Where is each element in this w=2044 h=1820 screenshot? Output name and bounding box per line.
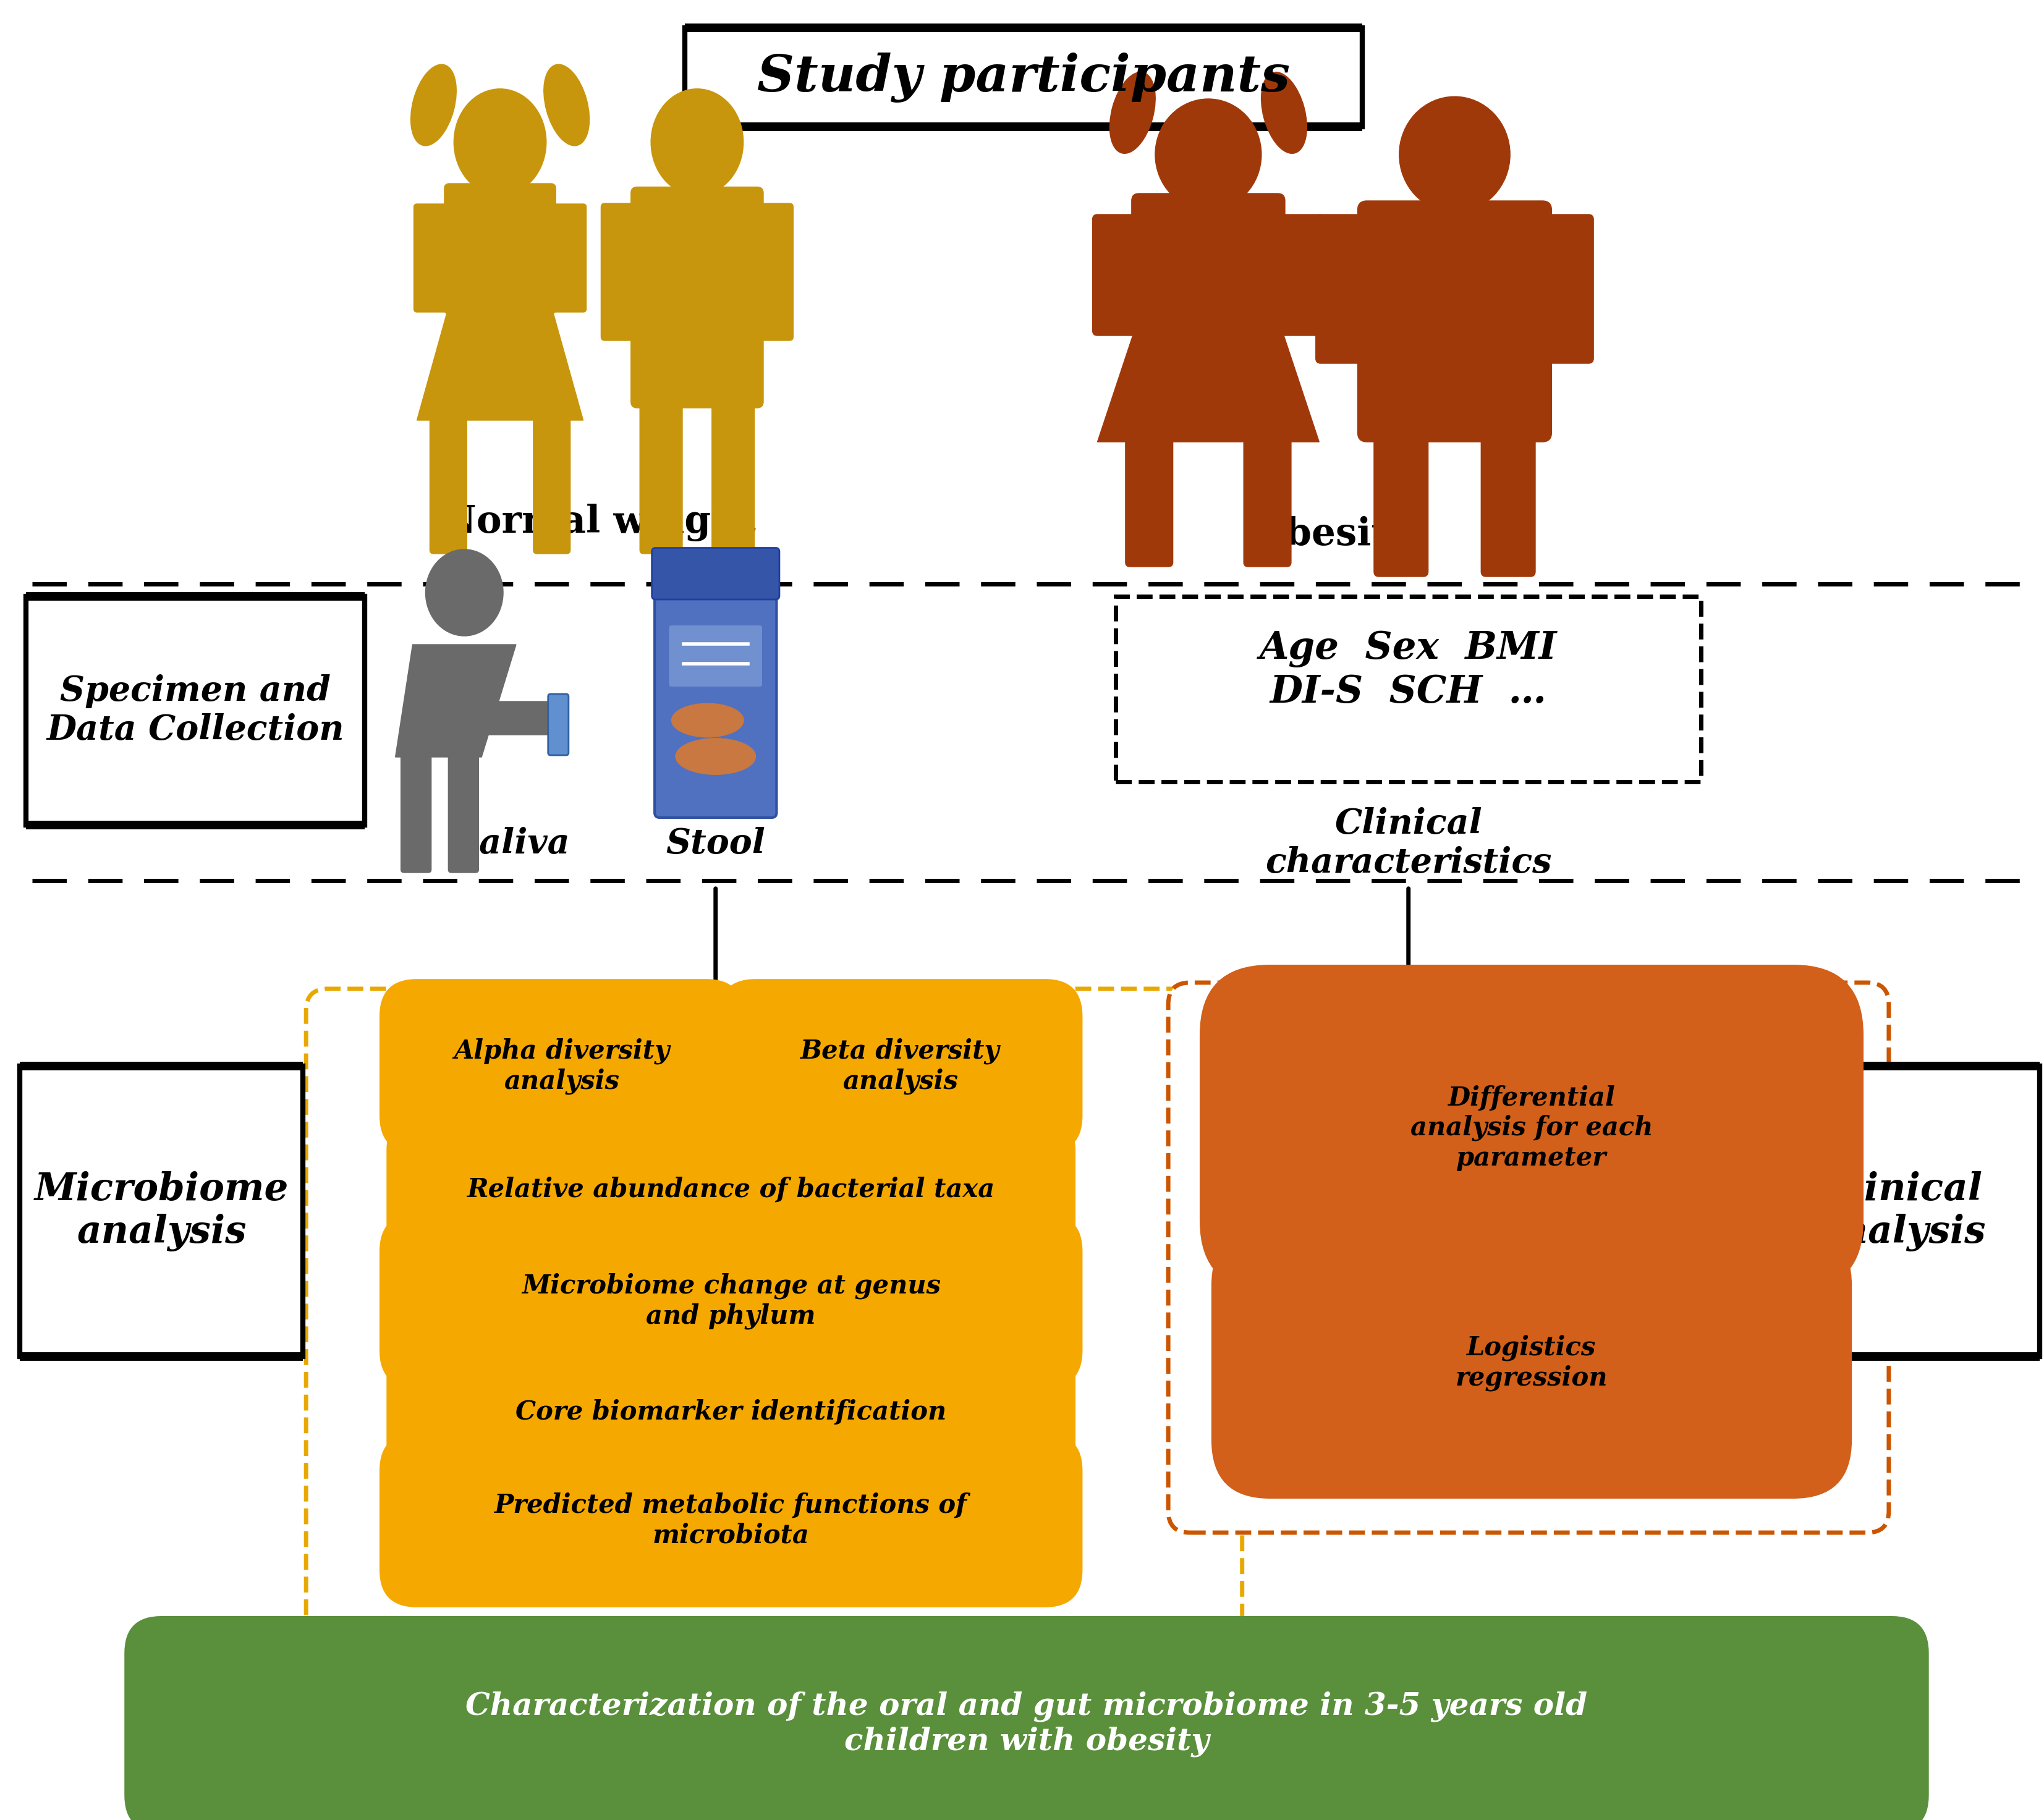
Ellipse shape (411, 64, 456, 146)
FancyBboxPatch shape (668, 626, 762, 686)
FancyBboxPatch shape (444, 184, 556, 313)
Text: Study participants: Study participants (756, 53, 1290, 102)
Ellipse shape (544, 64, 589, 146)
Polygon shape (394, 644, 515, 757)
Polygon shape (1098, 317, 1318, 442)
Text: Saliva: Saliva (454, 826, 570, 861)
Text: Microbiome change at genus
and phylum: Microbiome change at genus and phylum (521, 1272, 940, 1329)
FancyBboxPatch shape (1243, 437, 1292, 566)
Polygon shape (417, 304, 583, 420)
Ellipse shape (425, 550, 503, 635)
Text: Clinical
analysis: Clinical analysis (1817, 1170, 1987, 1252)
Ellipse shape (650, 89, 744, 195)
FancyBboxPatch shape (20, 1067, 303, 1356)
FancyBboxPatch shape (1273, 215, 1325, 335)
FancyBboxPatch shape (548, 693, 568, 755)
FancyBboxPatch shape (1429, 167, 1480, 217)
FancyBboxPatch shape (307, 988, 1243, 1669)
FancyBboxPatch shape (125, 1616, 1930, 1820)
Text: Age  Sex  BMI
DI-S  SCH  …: Age Sex BMI DI-S SCH … (1259, 630, 1558, 710)
FancyBboxPatch shape (533, 417, 570, 553)
FancyBboxPatch shape (1169, 983, 1889, 1532)
FancyBboxPatch shape (652, 548, 779, 599)
FancyBboxPatch shape (711, 399, 754, 553)
Ellipse shape (677, 739, 756, 775)
FancyBboxPatch shape (1091, 215, 1145, 335)
Text: Alpha diversity
analysis: Alpha diversity analysis (454, 1037, 670, 1094)
Text: Specimen and
Data Collection: Specimen and Data Collection (47, 673, 343, 748)
Text: Differential
analysis for each
parameter: Differential analysis for each parameter (1410, 1085, 1654, 1170)
FancyBboxPatch shape (1316, 215, 1372, 364)
FancyBboxPatch shape (448, 753, 478, 872)
Ellipse shape (1261, 73, 1306, 153)
FancyBboxPatch shape (1212, 1227, 1852, 1498)
FancyBboxPatch shape (452, 701, 562, 735)
FancyBboxPatch shape (754, 204, 793, 340)
FancyBboxPatch shape (429, 417, 466, 553)
FancyBboxPatch shape (1188, 167, 1230, 211)
Ellipse shape (1110, 73, 1155, 153)
FancyBboxPatch shape (717, 979, 1083, 1154)
FancyBboxPatch shape (550, 204, 587, 311)
FancyBboxPatch shape (1200, 965, 1864, 1290)
Text: Clinical
characteristics: Clinical characteristics (1265, 806, 1551, 881)
FancyBboxPatch shape (482, 155, 517, 198)
FancyBboxPatch shape (413, 204, 450, 311)
FancyBboxPatch shape (685, 27, 1361, 127)
FancyBboxPatch shape (654, 566, 777, 817)
Ellipse shape (1400, 96, 1511, 213)
FancyBboxPatch shape (632, 187, 762, 408)
Text: Logistics
regression: Logistics regression (1455, 1334, 1609, 1390)
FancyBboxPatch shape (601, 204, 640, 340)
Text: Relative abundance of bacterial taxa: Relative abundance of bacterial taxa (466, 1178, 995, 1203)
FancyBboxPatch shape (380, 979, 744, 1154)
Ellipse shape (672, 703, 744, 737)
Text: Core biomarker identification: Core biomarker identification (515, 1400, 946, 1425)
FancyBboxPatch shape (386, 1119, 1075, 1259)
FancyBboxPatch shape (640, 399, 683, 553)
Text: Characterization of the oral and gut microbiome in 3-5 years old
children with o: Characterization of the oral and gut mic… (466, 1691, 1588, 1756)
FancyBboxPatch shape (1357, 200, 1551, 442)
Ellipse shape (454, 89, 546, 195)
FancyBboxPatch shape (1132, 193, 1286, 329)
Ellipse shape (1155, 98, 1261, 209)
Text: Beta diversity
analysis: Beta diversity analysis (801, 1037, 1000, 1094)
FancyBboxPatch shape (386, 1341, 1075, 1483)
Text: Normal weight: Normal weight (442, 504, 756, 541)
FancyBboxPatch shape (1126, 437, 1173, 566)
FancyBboxPatch shape (679, 155, 715, 198)
FancyBboxPatch shape (401, 753, 431, 872)
FancyBboxPatch shape (380, 1214, 1083, 1389)
FancyBboxPatch shape (1537, 215, 1594, 364)
FancyBboxPatch shape (1482, 428, 1535, 577)
FancyBboxPatch shape (1374, 428, 1429, 577)
Text: Stool: Stool (666, 826, 764, 861)
Text: Obesity: Obesity (1253, 515, 1410, 553)
FancyBboxPatch shape (27, 597, 364, 824)
Text: Microbiome
analysis: Microbiome analysis (35, 1170, 288, 1252)
FancyBboxPatch shape (380, 1434, 1083, 1607)
FancyBboxPatch shape (1116, 597, 1701, 783)
Text: Predicted metabolic functions of
microbiota: Predicted metabolic functions of microbi… (495, 1492, 967, 1549)
FancyBboxPatch shape (1762, 1067, 2040, 1356)
